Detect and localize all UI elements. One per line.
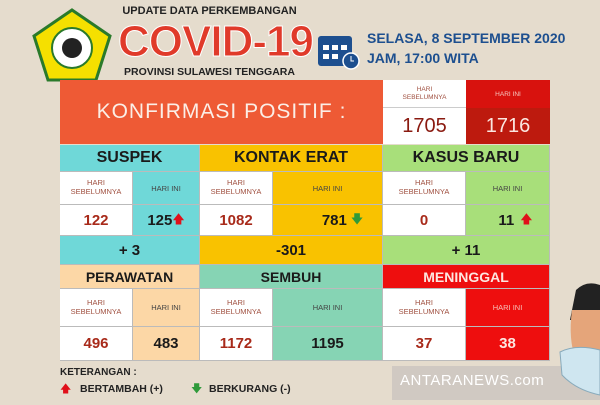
perawatan-title: PERAWATAN: [60, 265, 200, 289]
arrow-up-icon: 🡅: [520, 211, 533, 226]
sembuh-prev-label: HARI SEBELUMNYA: [200, 289, 273, 327]
calendar-icon: [316, 30, 360, 75]
perawatan-today-value: 483: [133, 327, 200, 361]
konfirmasi-today-label: HARI INI: [466, 80, 550, 108]
header-title: COVID-19: [118, 17, 315, 66]
sembuh-prev-value: 1172: [200, 327, 273, 361]
kontak-diff: -301: [200, 236, 383, 265]
arrow-down-icon: 🡇: [191, 383, 203, 395]
kasus-today-value: 11: [498, 211, 515, 229]
kasus-title: KASUS BARU: [383, 145, 550, 172]
konfirmasi-prev-value: 1705: [383, 108, 466, 144]
watermark: ANTARANEWS.com: [400, 372, 545, 389]
kontak-today-cell: 781 🡇: [273, 205, 383, 236]
kontak-prev-value: 1082: [200, 205, 273, 236]
kontak-today-label: HARI INI: [273, 172, 383, 205]
sembuh-today-label: HARI INI: [273, 289, 383, 327]
suspek-diff: + 3: [60, 236, 200, 265]
kasus-prev-value: 0: [383, 205, 466, 236]
arrow-up-icon: 🡅: [60, 383, 72, 395]
konfirmasi-title: KONFIRMASI POSITIF :: [60, 80, 383, 144]
masked-person-illustration: [556, 280, 600, 400]
konfirmasi-today-value: 1716: [466, 108, 550, 144]
arrow-down-icon: 🡇: [350, 211, 364, 226]
header-top-line: UPDATE DATA PERKEMBANGAN: [122, 5, 297, 17]
legend-up: BERTAMBAH (+): [80, 383, 163, 395]
suspek-today-label: HARI INI: [133, 172, 200, 205]
suspek-prev-value: 122: [60, 205, 133, 236]
header-date: SELASA, 8 SEPTEMBER 2020: [367, 30, 566, 46]
header-time: JAM, 17:00 WITA: [367, 50, 479, 66]
kontak-prev-label: HARI SEBELUMNYA: [200, 172, 273, 205]
suspek-prev-label: HARI SEBELUMNYA: [60, 172, 133, 205]
kontak-title: KONTAK ERAT: [200, 145, 383, 172]
meninggal-prev-value: 37: [383, 327, 466, 361]
header-province: PROVINSI SULAWESI TENGGARA: [124, 66, 295, 78]
kasus-today-cell: 11 🡅: [466, 205, 550, 236]
suspek-title: SUSPEK: [60, 145, 200, 172]
meninggal-today-value: 38: [466, 327, 550, 361]
legend-down: BERKURANG (-): [209, 383, 291, 395]
perawatan-today-label: HARI INI: [133, 289, 200, 327]
kasus-diff: + 11: [383, 236, 550, 265]
kasus-today-label: HARI INI: [466, 172, 550, 205]
kontak-today-value: 781: [321, 211, 347, 229]
konfirmasi-prev-label: HARI SEBELUMNYA: [383, 80, 466, 108]
legend-title: KETERANGAN :: [60, 367, 137, 378]
suspek-today-cell: 125 🡅: [133, 205, 200, 236]
suspek-today-value: 125: [147, 211, 173, 229]
meninggal-prev-label: HARI SEBELUMNYA: [383, 289, 466, 327]
kasus-prev-label: HARI SEBELUMNYA: [383, 172, 466, 205]
perawatan-prev-value: 496: [60, 327, 133, 361]
sembuh-today-value: 1195: [273, 327, 383, 361]
meninggal-title: MENINGGAL: [383, 265, 550, 289]
perawatan-prev-label: HARI SEBELUMNYA: [60, 289, 133, 327]
meninggal-today-label: HARI INI: [466, 289, 550, 327]
province-logo: [32, 8, 112, 83]
arrow-up-icon: 🡅: [172, 211, 185, 226]
sembuh-title: SEMBUH: [200, 265, 383, 289]
